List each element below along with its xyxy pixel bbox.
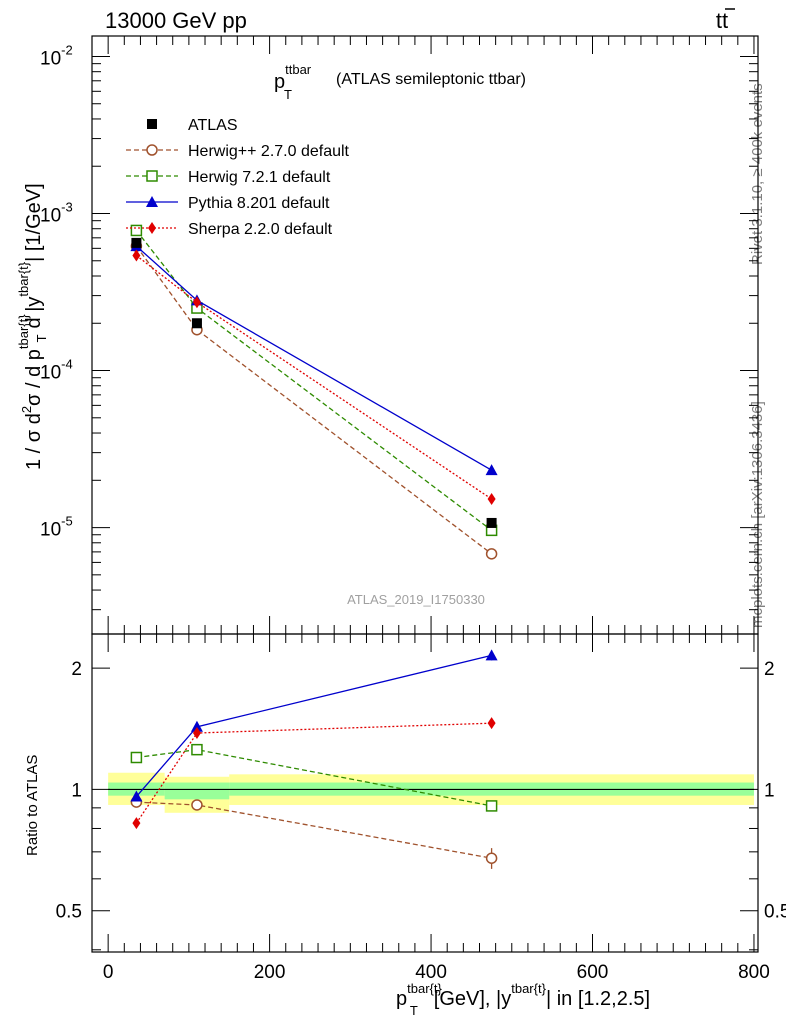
watermark: ATLAS_2019_I1750330 <box>347 592 485 607</box>
y-tick-label-base: 10 <box>40 48 61 69</box>
legend-label: Pythia 8.201 default <box>188 195 330 212</box>
legend-label: Herwig 7.2.1 default <box>188 169 331 186</box>
plot-title-sup: ttbar <box>285 62 312 77</box>
plot-title: pttbar <box>274 62 312 93</box>
y-tick-label-ratio: 0.5 <box>56 902 82 923</box>
legend-label: Sherpa 2.2.0 default <box>188 221 333 238</box>
plot-title-sub: T <box>284 87 292 102</box>
x-tick-label: 0 <box>103 962 114 983</box>
ylabel-a-sup: 2 <box>19 406 34 413</box>
y-tick-label-exp: -3 <box>61 199 73 214</box>
y-tick-label-main: 10-4 <box>40 357 73 384</box>
xlabel-c: | in [1.2,2.5] <box>546 988 650 1010</box>
xlabel-a-sup: tbar{t} <box>407 981 442 996</box>
header-left: 13000 GeV pp <box>105 8 247 33</box>
ylabel-b: σ / d p <box>23 349 45 406</box>
legend-marker <box>146 196 158 207</box>
series-line <box>136 255 492 500</box>
y-axis-label-main: 1 / σ d2σ / d ptbar{t} Td |ytbar{t}| [1/G… <box>16 183 49 470</box>
legend-label: ATLAS <box>188 117 238 134</box>
legend-marker <box>148 222 156 234</box>
main-series <box>130 224 498 560</box>
ylabel-d: | [1/GeV] <box>23 183 45 262</box>
data-point <box>485 548 498 560</box>
y-tick-label-main: 10-3 <box>40 199 73 226</box>
y-tick-label-ratio: 1 <box>71 780 82 801</box>
axis-ticks: 10-210-310-410-52 21 10.5 0.50 200 400 600 800 <box>40 36 786 983</box>
plot-title-main: p <box>274 71 285 93</box>
ratio-bands <box>108 772 754 813</box>
ratio-point <box>130 790 143 802</box>
header-right: tt <box>716 8 728 33</box>
y-tick-label-ratio-right: 1 <box>764 780 775 801</box>
plot-frames <box>91 35 759 953</box>
header-right-main: tt <box>716 8 728 33</box>
ratio-point <box>132 817 141 830</box>
ratio-line <box>136 748 492 807</box>
ratio-point <box>485 852 498 864</box>
xlabel-a-sub: T <box>410 1003 418 1018</box>
ylabel-b-sup: tbar{t} <box>16 314 31 349</box>
data-point <box>130 224 143 237</box>
legend: ATLAS Herwig++ 2.7.0 default Herwig 7.2.1 … <box>126 117 350 238</box>
ylabel-b-sub: T <box>34 334 49 342</box>
ratio-point <box>191 799 203 811</box>
x-tick-label: 800 <box>738 962 770 983</box>
legend-label: Herwig++ 2.7.0 default <box>188 143 350 160</box>
x-tick-label: 400 <box>415 962 447 983</box>
plot-title-rest: (ATLAS semileptonic ttbar) <box>336 71 526 88</box>
legend-marker <box>147 119 157 129</box>
ratio-point <box>192 727 201 740</box>
ratio-point <box>191 743 203 756</box>
ratio-point <box>190 720 203 732</box>
y-tick-label-base: 10 <box>40 520 61 541</box>
data-point <box>486 517 497 528</box>
y-tick-label-ratio-right: 0.5 <box>764 902 786 923</box>
ylabel-c: d |y <box>23 297 45 329</box>
ratio-panel-frame <box>91 633 759 953</box>
y-tick-label-ratio: 2 <box>71 659 82 680</box>
y-tick-label-exp: -5 <box>61 514 73 529</box>
data-point <box>131 237 142 248</box>
ratio-point <box>487 717 496 730</box>
series-line <box>135 245 492 555</box>
data-point <box>192 296 201 309</box>
xlabel-b: [GeV], |y <box>434 988 511 1010</box>
y-tick-label-ratio-right: 2 <box>764 659 775 680</box>
y-tick-label-main: 10-5 <box>40 514 73 541</box>
y-tick-label-base: 10 <box>40 205 61 226</box>
legend-marker <box>146 170 158 182</box>
ratio-series <box>130 649 498 869</box>
ratio-point <box>485 649 498 661</box>
xlabel-b-sup: tbar{t} <box>511 981 546 996</box>
y-tick-label-base: 10 <box>40 363 61 384</box>
series-line <box>135 245 492 471</box>
y-tick-label-exp: -2 <box>61 42 73 57</box>
ylabel-a: 1 / σ d <box>23 413 45 470</box>
y-tick-label-exp: -4 <box>61 357 73 372</box>
xlabel-a: p <box>396 988 407 1010</box>
stat-uncertainty-band <box>164 782 230 800</box>
y-axis-label-ratio: Ratio to ATLAS <box>24 755 41 856</box>
ratio-point <box>485 800 498 812</box>
data-point <box>485 464 498 476</box>
x-tick-label: 200 <box>254 962 286 983</box>
data-point <box>487 493 496 506</box>
data-point <box>191 318 202 329</box>
x-tick-label: 600 <box>577 962 609 983</box>
ylabel-c-sup: tbar{t} <box>16 261 31 296</box>
x-axis-label: ptbar{t} T[GeV], |ytbar{t}| in [1.2,2.5] <box>396 981 650 1018</box>
legend-marker <box>146 144 158 156</box>
ratio-point <box>130 751 143 764</box>
y-tick-label-main: 10-2 <box>40 42 73 69</box>
data-point <box>132 249 141 262</box>
